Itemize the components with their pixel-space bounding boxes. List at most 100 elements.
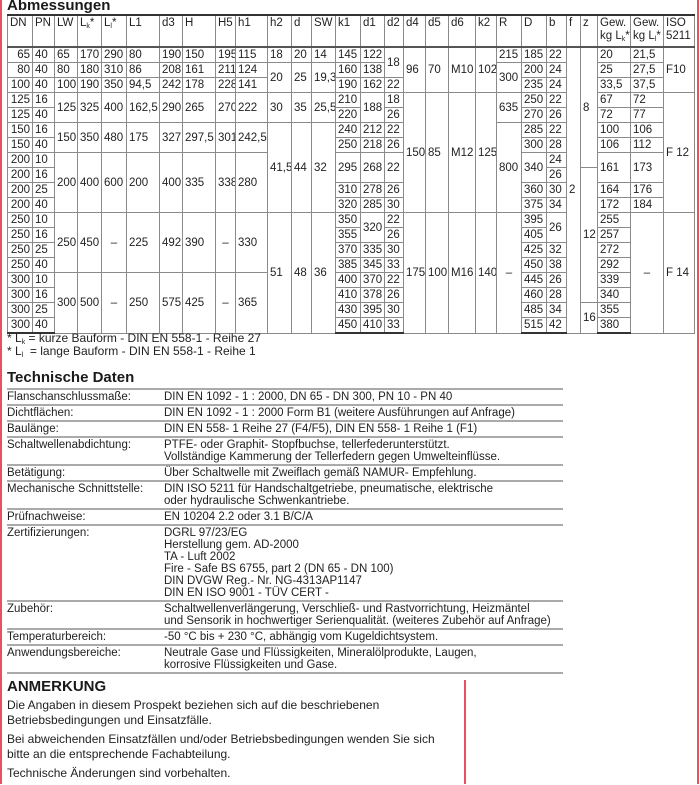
column-header: h2	[267, 14, 292, 48]
tech-row: Baulänge: DIN EN 558- 1 Reihe 27 (F4/F5),…	[7, 422, 563, 438]
footnote-lk: * Lk = kurze Bauform - DIN EN 558-1 - Re…	[7, 332, 261, 349]
table-cell: F 12	[663, 92, 695, 213]
table-cell: 242	[159, 77, 183, 93]
table-cell: –	[101, 212, 127, 273]
table-cell: 22	[384, 212, 404, 228]
table-cell: 395	[521, 212, 547, 228]
table-cell: 240	[335, 122, 361, 138]
table-cell: 297,5	[182, 122, 216, 153]
table-cell: 310	[335, 182, 361, 198]
header-text: SW	[314, 17, 333, 29]
table-cell: 22	[384, 122, 404, 138]
table-cell: 292	[597, 257, 631, 273]
table-cell: 100	[597, 122, 631, 138]
table-cell: 161	[182, 62, 216, 78]
header-text: h2	[270, 17, 283, 29]
column-header: d3	[159, 14, 183, 48]
table-cell: 164	[597, 182, 631, 198]
table-cell: 339	[597, 272, 631, 288]
table-cell: 115	[235, 46, 268, 63]
table-cell: 257	[597, 227, 631, 243]
table-cell: 22	[546, 122, 567, 138]
table-cell: 400	[77, 152, 102, 213]
table-cell: 161	[597, 152, 631, 183]
table-cell: 385	[335, 257, 361, 273]
table-cell: 220	[335, 107, 361, 123]
table-cell: 172	[597, 197, 631, 213]
table-cell: 8	[580, 46, 598, 168]
header-line: ISO	[666, 17, 686, 29]
table-cell: 40	[32, 46, 55, 63]
column-header: d4	[403, 14, 426, 48]
table-cell: 145	[335, 46, 361, 63]
column-header: z	[580, 14, 598, 48]
table-cell: 425	[521, 242, 547, 258]
tech-value: DGRL 97/23/EG Herstellung gem. AD-2000 TA …	[164, 527, 393, 599]
table-cell: 150	[54, 122, 78, 153]
table-cell: 175	[403, 212, 426, 334]
header-text: d6	[451, 17, 464, 29]
table-cell: 400	[335, 272, 361, 288]
table-cell: M16	[448, 212, 476, 334]
column-header: LW	[54, 14, 78, 48]
table-cell: 28	[546, 137, 567, 153]
tech-row: Prüfnachweise: EN 10204 2.2 oder 3.1 B/C/…	[7, 510, 563, 526]
table-cell: 170	[77, 46, 102, 63]
tech-row: Dichtflächen: DIN EN 1092 - 1 : 2000 Form…	[7, 406, 563, 422]
table-cell: 10	[32, 212, 55, 228]
table-cell: 200	[54, 152, 78, 213]
table-cell: 42	[546, 317, 567, 334]
table-cell: 100	[54, 77, 78, 93]
tech-value-line: DIN DVGW Reg.- Nr. NG-4313AP1147	[164, 575, 362, 587]
table-cell: 222	[235, 92, 268, 123]
table-row: 200 40 320 285 30 375 34 172 184	[7, 197, 695, 213]
table-cell: 65	[54, 46, 78, 63]
table-row: 125 16 125 325 400 162,5 290 265 270 222 30 35 25,5 2…	[7, 92, 695, 213]
column-header: k1	[335, 14, 361, 48]
table-cell: 32	[546, 242, 567, 258]
table-cell: 86	[126, 62, 160, 78]
table-cell: 112	[630, 137, 664, 153]
table-cell: 190	[77, 77, 102, 93]
tech-row: Anwendungsbereiche: Neutrale Gase und Flü…	[7, 646, 563, 674]
table-cell: 125	[7, 107, 33, 123]
table-row: 250 40 385 345 33 450 38 292	[7, 257, 695, 273]
table-cell: 22	[384, 77, 404, 93]
table-cell: 190	[159, 46, 183, 63]
tech-label: Anwendungsbereiche:	[7, 647, 121, 659]
table-cell: 40	[32, 197, 55, 213]
table-cell: 178	[182, 77, 216, 93]
table-cell: 122	[360, 46, 385, 63]
table-cell: 20	[267, 62, 292, 93]
table-cell: 350	[101, 77, 127, 93]
table-cell: 320	[335, 197, 361, 213]
tech-row: Zubehör: Schaltwellenverlängerung, Versch…	[7, 602, 563, 630]
table-cell: 400	[159, 152, 183, 213]
table-cell: 200	[7, 182, 33, 198]
column-header: SW	[311, 14, 336, 48]
table-cell: 35	[291, 92, 312, 123]
table-cell: 300	[521, 137, 547, 153]
table-cell: 175	[126, 122, 160, 153]
table-cell: 212	[360, 122, 385, 138]
dimensions-title: Abmessungen	[7, 0, 111, 14]
table-cell: 290	[101, 46, 127, 63]
tech-value-line: Neutrale Gase und Flüssigkeiten, Mineral…	[164, 647, 477, 659]
column-header: L1	[126, 14, 160, 48]
footnote-ll: * Ll = lange Bauform - DIN EN 558-1 - Re…	[7, 345, 256, 362]
table-cell: 325	[77, 92, 102, 123]
table-cell: 265	[182, 92, 216, 123]
table-cell: 30	[384, 197, 404, 213]
table-cell: 250	[126, 272, 160, 334]
table-cell: 268	[360, 152, 385, 183]
tech-value-line: DIN EN 1092 - 1 : 2000 Form B1 (weitere …	[164, 407, 515, 419]
table-cell: 300	[54, 272, 78, 334]
table-cell: 25,5	[311, 92, 336, 123]
table-cell: 162,5	[126, 92, 160, 123]
footnote-sub: l	[21, 352, 24, 359]
header-text: d3	[162, 17, 175, 29]
table-cell: 26	[384, 287, 404, 303]
tech-label: Betätigung:	[7, 467, 66, 479]
table-cell: 445	[521, 272, 547, 288]
table-cell: 150	[7, 122, 33, 138]
